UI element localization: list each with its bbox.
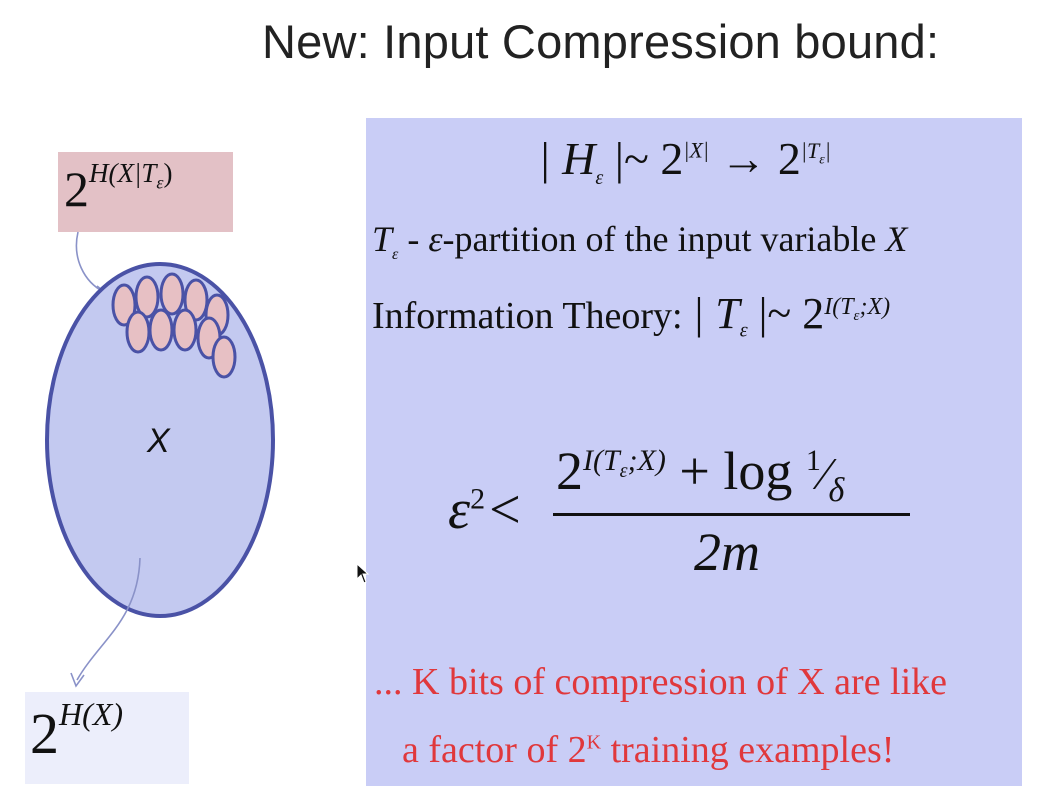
- inequality-lhs: ε2<: [448, 479, 521, 541]
- partition-cell: [211, 335, 237, 379]
- conditional-entropy-label-box: [58, 152, 233, 232]
- partition-cell: [148, 308, 174, 352]
- compression-note-line2: a factor of 2K training examples!: [402, 729, 895, 771]
- compression-note-line1: ... K bits of compression of X are like: [374, 661, 948, 703]
- entropy-label: 2H(X): [30, 695, 123, 766]
- fraction-bar: [553, 513, 910, 516]
- hypothesis-size-formula: | Hε |~ 2|X| → 2|Tε|: [538, 133, 831, 190]
- inequality-numerator: 2I(Tε;X) + log 1⁄δ: [556, 441, 845, 509]
- formula-panel: [366, 118, 1022, 786]
- entropy-label-box: [25, 692, 189, 784]
- partition-cell: [111, 283, 137, 327]
- partition-definition: Tε - ε-partition of the input variable X: [372, 219, 908, 264]
- top-arrow-line: [75, 231, 105, 293]
- conditional-entropy-label: 2H(X|Tε): [64, 158, 173, 217]
- ellipse-x-label: X: [147, 422, 170, 460]
- partition-cells: [111, 272, 237, 379]
- bottom-arrow-line: [76, 557, 141, 681]
- slide-title: New: Input Compression bound:: [262, 15, 940, 68]
- partition-cell: [125, 310, 151, 354]
- information-theory-formula: Information Theory: | Tε |~ 2I(Tε;X): [372, 289, 891, 342]
- bottom-arrow-head: [70, 672, 85, 688]
- mouse-cursor-icon: [356, 563, 370, 584]
- partition-cell: [172, 308, 198, 352]
- inequality-denominator: 2m: [694, 522, 760, 582]
- partition-cell: [159, 272, 185, 316]
